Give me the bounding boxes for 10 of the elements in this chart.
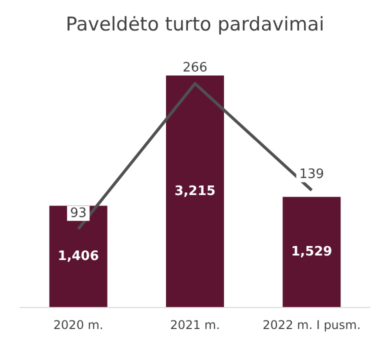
data-label: 1,529 bbox=[291, 244, 332, 260]
data-label: 1,406 bbox=[58, 248, 99, 264]
chart-title: Paveldėto turto pardavimai bbox=[66, 14, 324, 36]
data-label: 266 bbox=[182, 60, 208, 76]
x-tick-label: 2022 m. I pusm. bbox=[262, 318, 361, 332]
data-label: 3,215 bbox=[174, 184, 216, 199]
x-tick-label: 2020 m. bbox=[53, 318, 104, 332]
data-label: 139 bbox=[299, 167, 324, 182]
x-tick-label: 2021 m. bbox=[170, 318, 220, 332]
data-label: 93 bbox=[70, 206, 87, 221]
